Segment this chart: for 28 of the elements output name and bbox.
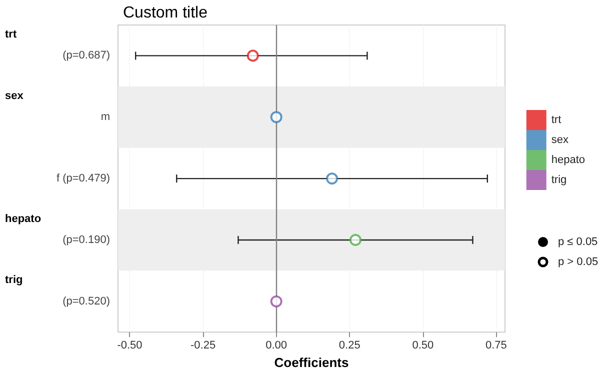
x-tick-label: 0.00 xyxy=(266,340,288,352)
y-tick-label: (p=0.520) xyxy=(62,295,110,308)
text: trig xyxy=(5,274,23,286)
chart-title: Custom title xyxy=(123,4,208,22)
point xyxy=(270,295,282,308)
text: sex xyxy=(5,90,24,102)
y-tick-label: (p=0.687) xyxy=(62,50,110,62)
text: trt xyxy=(5,28,17,40)
legend-label: hepato xyxy=(551,154,586,166)
x-axis-title: Coefficients xyxy=(274,355,349,370)
y-tick-label: m xyxy=(100,111,110,124)
x-tick-label: 0.75 xyxy=(485,340,507,352)
text: p ≤ 0.05 xyxy=(558,236,598,248)
x-tick-label: -0.50 xyxy=(117,340,142,352)
text: hepato xyxy=(5,212,42,225)
point xyxy=(326,172,338,185)
y-tick-label: (p=0.190) xyxy=(62,234,110,246)
point xyxy=(349,234,362,246)
text: p > 0.05 xyxy=(558,256,598,268)
point xyxy=(270,111,282,124)
x-tick-label: 0.25 xyxy=(338,340,360,352)
legend-label: trt xyxy=(551,114,562,126)
legend-label: sex xyxy=(551,134,569,146)
x-tick-label: -0.25 xyxy=(190,340,216,352)
legend-label: trig xyxy=(551,174,567,186)
x-tick-label: 0.50 xyxy=(412,340,434,352)
point xyxy=(246,50,259,62)
y-tick-label: f (p=0.479) xyxy=(56,172,110,185)
